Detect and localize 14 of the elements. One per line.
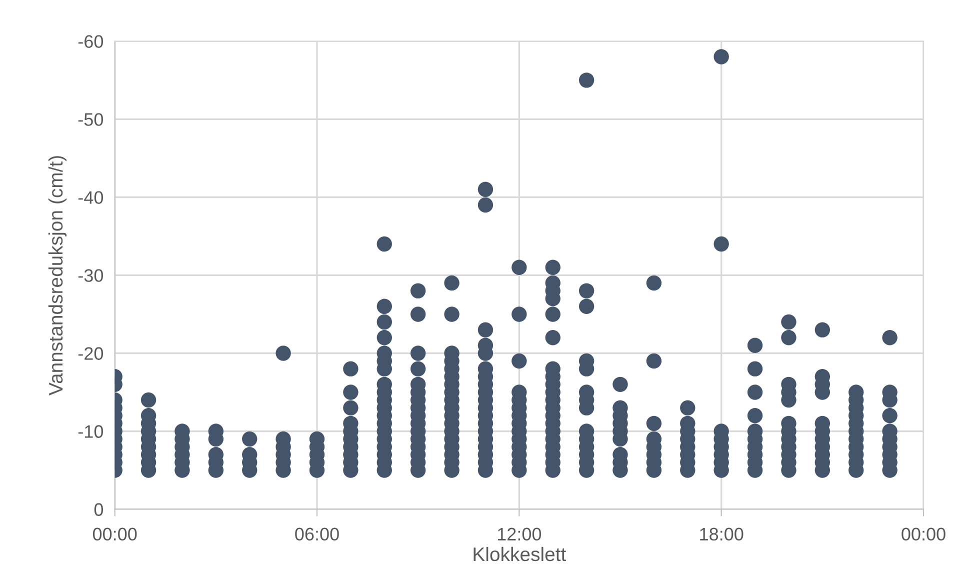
x-tick-label: 00:00 xyxy=(92,528,137,541)
y-tick-label: -50 xyxy=(78,113,104,126)
y-tick-label: 0 xyxy=(94,503,104,516)
x-axis-title: Klokkeslett xyxy=(474,546,566,562)
x-tick-label: 18:00 xyxy=(700,528,744,541)
y-tick-label: -10 xyxy=(78,425,104,438)
x-tick-label: 12:00 xyxy=(498,528,542,541)
y-tick-label: -60 xyxy=(78,35,104,48)
y-axis-title: Vannstandsreduksjon (cm/t) xyxy=(48,156,67,396)
x-tick-label: 06:00 xyxy=(295,528,339,541)
x-tick-label: 00:00 xyxy=(902,528,946,541)
y-tick-label: -40 xyxy=(78,191,104,204)
y-tick-label: -30 xyxy=(78,269,104,282)
y-tick-label: -20 xyxy=(78,347,104,360)
